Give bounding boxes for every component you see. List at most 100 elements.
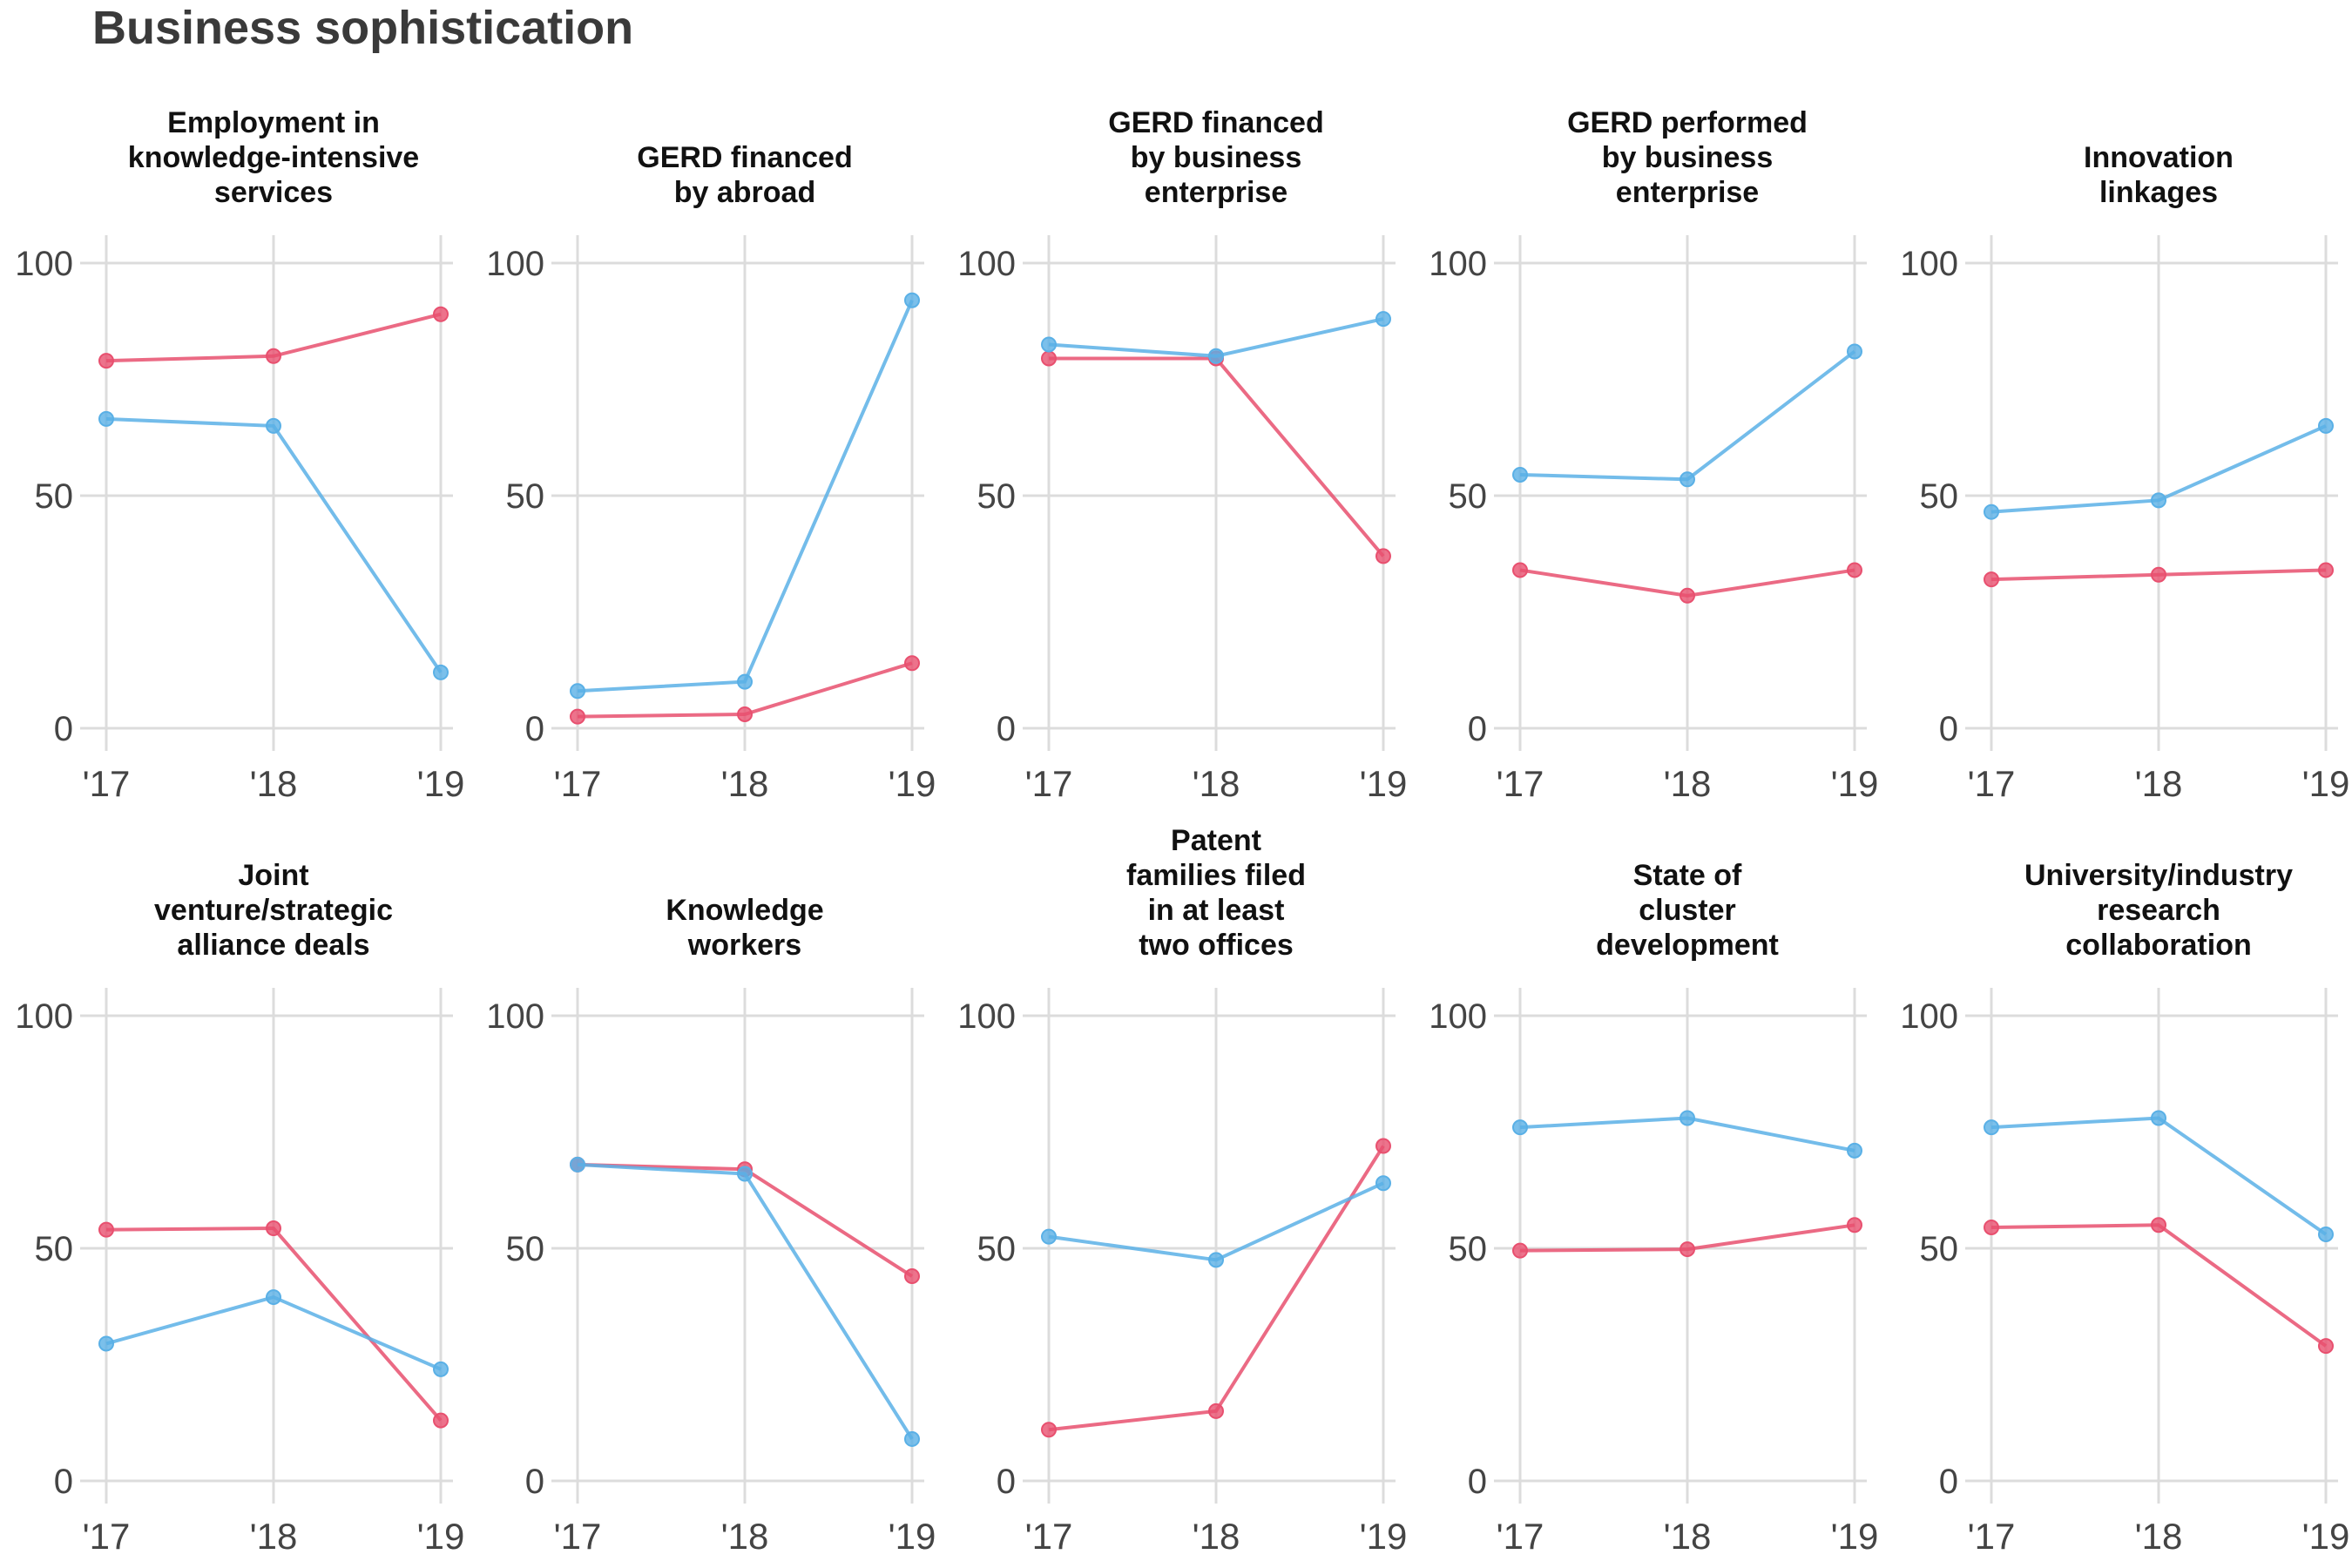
data-point-blue (2318, 1226, 2334, 1242)
data-point-blue (98, 1335, 114, 1352)
data-point-blue (737, 673, 753, 690)
data-point-blue (1512, 466, 1528, 483)
data-point-red (1512, 1242, 1528, 1259)
data-point-red (2151, 1217, 2166, 1233)
x-tick-label: '17 (83, 1516, 131, 1557)
chart-panel-1: Employment inknowledge-intensiveservices… (15, 106, 464, 804)
data-point-red (737, 706, 753, 722)
chart-title-line: enterprise (1616, 176, 1759, 209)
y-tick-label: 0 (997, 710, 1016, 748)
data-point-blue (1375, 1175, 1391, 1192)
chart-title-line: by abroad (674, 176, 815, 209)
y-tick-label: 100 (486, 997, 544, 1036)
data-point-blue (1847, 1142, 1862, 1159)
chart-title-line: enterprise (1145, 176, 1288, 209)
data-point-blue (1680, 1110, 1695, 1126)
y-tick-label: 50 (1920, 477, 1959, 516)
x-tick-label: '18 (250, 1516, 298, 1557)
data-point-blue (1041, 1228, 1057, 1245)
data-point-blue (1847, 343, 1862, 360)
data-point-red (1512, 562, 1528, 578)
chart-title-line: collaboration (2065, 929, 2251, 962)
data-point-blue (433, 1361, 449, 1377)
x-tick-label: '18 (721, 1516, 769, 1557)
x-tick-label: '17 (1025, 1516, 1073, 1557)
data-point-red (2318, 1338, 2334, 1355)
x-tick-label: '17 (1968, 763, 2016, 804)
chart-title-line: services (214, 176, 333, 209)
chart-title-line: GERD performed (1567, 106, 1808, 139)
data-point-blue (98, 410, 114, 427)
data-point-blue (1208, 1252, 1224, 1268)
chart-title-line: two offices (1139, 929, 1294, 962)
data-point-red (98, 1221, 114, 1238)
y-tick-label: 50 (1449, 1230, 1488, 1268)
y-tick-label: 0 (54, 710, 73, 748)
data-point-blue (570, 683, 585, 700)
x-tick-label: '18 (1193, 1516, 1240, 1557)
x-tick-label: '17 (1497, 1516, 1544, 1557)
x-tick-label: '18 (2135, 763, 2183, 804)
data-point-blue (1680, 471, 1695, 488)
data-point-blue (266, 417, 281, 434)
y-tick-label: 100 (957, 997, 1016, 1036)
chart-title-line: research (2097, 894, 2220, 927)
y-tick-label: 50 (1449, 477, 1488, 516)
data-point-red (1041, 1422, 1057, 1438)
data-point-blue (2151, 1110, 2166, 1126)
data-point-red (98, 353, 114, 369)
x-tick-label: '17 (1025, 763, 1073, 804)
y-tick-label: 0 (997, 1463, 1016, 1501)
y-tick-label: 50 (1920, 1230, 1959, 1268)
data-point-blue (2151, 492, 2166, 509)
data-point-red (1680, 587, 1695, 604)
x-tick-label: '17 (554, 763, 602, 804)
y-tick-label: 50 (506, 477, 545, 516)
data-point-blue (433, 664, 449, 680)
y-tick-label: 100 (15, 997, 73, 1036)
y-tick-label: 0 (525, 1463, 544, 1501)
data-point-red (433, 306, 449, 322)
data-point-blue (1984, 1119, 1999, 1136)
data-point-blue (2318, 417, 2334, 434)
chart-title-line: Joint (238, 859, 308, 892)
data-point-red (1984, 1219, 1999, 1235)
y-tick-label: 0 (1468, 1463, 1487, 1501)
x-tick-label: '19 (889, 763, 936, 804)
data-point-blue (1375, 311, 1391, 328)
chart-title-line: by business (1602, 141, 1774, 174)
x-tick-label: '19 (1360, 1516, 1408, 1557)
y-tick-label: 50 (35, 1230, 74, 1268)
x-tick-label: '19 (2302, 1516, 2350, 1557)
chart-title-line: cluster (1639, 894, 1736, 927)
data-point-blue (266, 1289, 281, 1306)
chart-title-line: development (1596, 929, 1779, 962)
data-point-blue (904, 1430, 920, 1447)
page-title: Business sophistication (92, 2, 634, 54)
y-tick-label: 100 (1429, 245, 1487, 283)
data-point-red (2318, 562, 2334, 578)
data-point-red (1847, 1217, 1862, 1233)
y-tick-label: 100 (1429, 997, 1487, 1036)
data-point-red (433, 1412, 449, 1429)
chart-title-line: workers (687, 929, 801, 962)
y-tick-label: 100 (957, 245, 1016, 283)
chart-title-line: GERD financed (1108, 106, 1323, 139)
y-tick-label: 50 (977, 477, 1017, 516)
y-tick-label: 50 (506, 1230, 545, 1268)
data-point-red (266, 348, 281, 364)
chart-panel-10: University/industryresearchcollaboration… (1900, 859, 2349, 1557)
chart-title-line: alliance deals (177, 929, 369, 962)
data-point-red (1208, 1402, 1224, 1419)
chart-title-line: knowledge-intensive (128, 141, 419, 174)
chart-title-line: venture/strategic (154, 894, 393, 927)
y-tick-label: 0 (1939, 710, 1958, 748)
x-tick-label: '18 (1193, 763, 1240, 804)
y-tick-label: 0 (1939, 1463, 1958, 1501)
data-point-blue (737, 1166, 753, 1182)
